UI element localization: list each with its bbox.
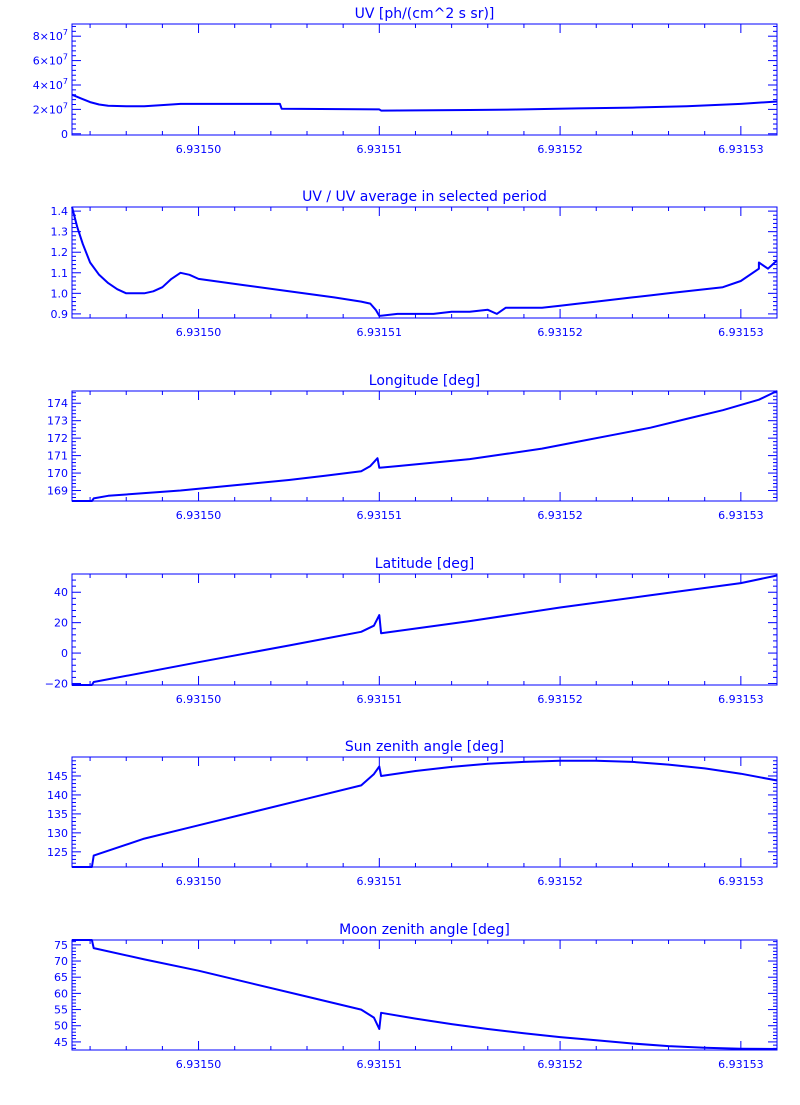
y-tick-label: 140 xyxy=(47,789,68,802)
series-line xyxy=(72,390,778,502)
y-tick-label: 172 xyxy=(47,432,68,445)
plot-frame xyxy=(71,939,778,1051)
y-tick-label: 2×107 xyxy=(33,101,68,116)
y-tick-label: 1.0 xyxy=(51,287,69,300)
y-tick-label: 40 xyxy=(54,586,68,599)
series-line xyxy=(72,759,778,868)
x-tick-label: 6.93150 xyxy=(176,875,222,888)
x-tick-label: 6.93153 xyxy=(718,509,764,522)
y-tick-label: 50 xyxy=(54,1020,68,1033)
y-tick-label: 20 xyxy=(54,617,68,630)
chart-title: Latitude [deg] xyxy=(375,556,474,572)
x-tick-label: 6.93150 xyxy=(176,509,222,522)
x-tick-label: 6.93153 xyxy=(718,693,764,706)
plot-frame xyxy=(71,756,778,868)
y-tick-label: 1.2 xyxy=(51,246,69,259)
series-line xyxy=(72,574,778,686)
y-tick-label: 169 xyxy=(47,485,68,498)
x-tick-label: 6.93152 xyxy=(537,1058,583,1071)
x-tick-label: 6.93152 xyxy=(537,875,583,888)
y-tick-label: 145 xyxy=(47,770,68,783)
series-line xyxy=(71,93,778,112)
y-tick-label: 0 xyxy=(61,647,68,660)
y-tick-label: 60 xyxy=(54,987,68,1000)
x-tick-label: 6.93152 xyxy=(537,326,583,339)
series-line xyxy=(71,206,778,317)
y-tick-label: 0 xyxy=(61,128,68,141)
y-tick-label: 75 xyxy=(54,939,68,952)
y-tick-label: 70 xyxy=(54,955,68,968)
x-tick-label: 6.93151 xyxy=(357,875,403,888)
x-tick-label: 6.93151 xyxy=(357,1058,403,1071)
y-tick-label: 6×107 xyxy=(33,53,68,68)
y-tick-label: 1.1 xyxy=(51,267,69,280)
y-tick-label: 0.9 xyxy=(51,308,69,321)
y-tick-label: 170 xyxy=(47,467,68,480)
plot-frame xyxy=(71,23,778,136)
x-tick-label: 6.93153 xyxy=(718,875,764,888)
chart-title: Sun zenith angle [deg] xyxy=(345,739,504,755)
y-tick-label: 135 xyxy=(47,808,68,821)
y-tick-label: 8×107 xyxy=(33,28,68,43)
x-tick-label: 6.93150 xyxy=(176,693,222,706)
x-tick-label: 6.93151 xyxy=(357,509,403,522)
y-tick-label: 130 xyxy=(47,827,68,840)
chart-title: Longitude [deg] xyxy=(369,373,480,389)
y-tick-label: 1.3 xyxy=(51,226,69,239)
plot-frame xyxy=(71,573,778,686)
x-tick-label: 6.93153 xyxy=(718,143,764,156)
chart-panel-3: Longitude [deg] 6.93150 6.93151 6.93152 6.93… xyxy=(47,373,778,522)
y-tick-label: 171 xyxy=(47,450,68,463)
chart-title: Moon zenith angle [deg] xyxy=(339,922,510,938)
x-tick-label: 6.93152 xyxy=(537,143,583,156)
chart-panel-1: UV [ph/(cm^2 s sr)] 6.93150 6.93151 6.93152… xyxy=(33,6,778,156)
plot-frame xyxy=(71,206,778,319)
y-tick-label: 174 xyxy=(47,397,68,410)
y-tick-label: −20 xyxy=(45,677,68,690)
x-tick-label: 6.93150 xyxy=(176,143,222,156)
chart-panel-4: Latitude [deg] 6.93150 6.93151 6.93152 6.931… xyxy=(45,556,778,706)
y-tick-label: 45 xyxy=(54,1036,68,1049)
x-tick-label: 6.93150 xyxy=(176,1058,222,1071)
x-tick-label: 6.93152 xyxy=(537,693,583,706)
y-tick-label: 4×107 xyxy=(33,77,68,92)
x-tick-label: 6.93152 xyxy=(537,509,583,522)
y-tick-label: 1.4 xyxy=(51,205,69,218)
y-tick-label: 173 xyxy=(47,415,68,428)
chart-title: UV / UV average in selected period xyxy=(302,189,547,205)
x-tick-label: 6.93153 xyxy=(718,1058,764,1071)
chart-title: UV [ph/(cm^2 s sr)] xyxy=(355,6,495,22)
x-tick-label: 6.93150 xyxy=(176,326,222,339)
chart-panel-5: Sun zenith angle [deg] 6.93150 6.93151 6.93… xyxy=(47,739,778,888)
x-tick-label: 6.93153 xyxy=(718,326,764,339)
y-tick-label: 65 xyxy=(54,971,68,984)
x-tick-label: 6.93151 xyxy=(357,693,403,706)
plot-frame xyxy=(71,390,778,502)
chart-panel-2: UV / UV average in selected period 6.9315… xyxy=(51,189,778,339)
y-tick-label: 55 xyxy=(54,1004,68,1017)
series-line xyxy=(72,939,778,1050)
y-tick-label: 125 xyxy=(47,846,68,859)
x-tick-label: 6.93151 xyxy=(357,326,403,339)
x-tick-label: 6.93151 xyxy=(357,143,403,156)
chart-panel-6: Moon zenith angle [deg] 6.93150 6.93151 6.9… xyxy=(54,922,778,1071)
